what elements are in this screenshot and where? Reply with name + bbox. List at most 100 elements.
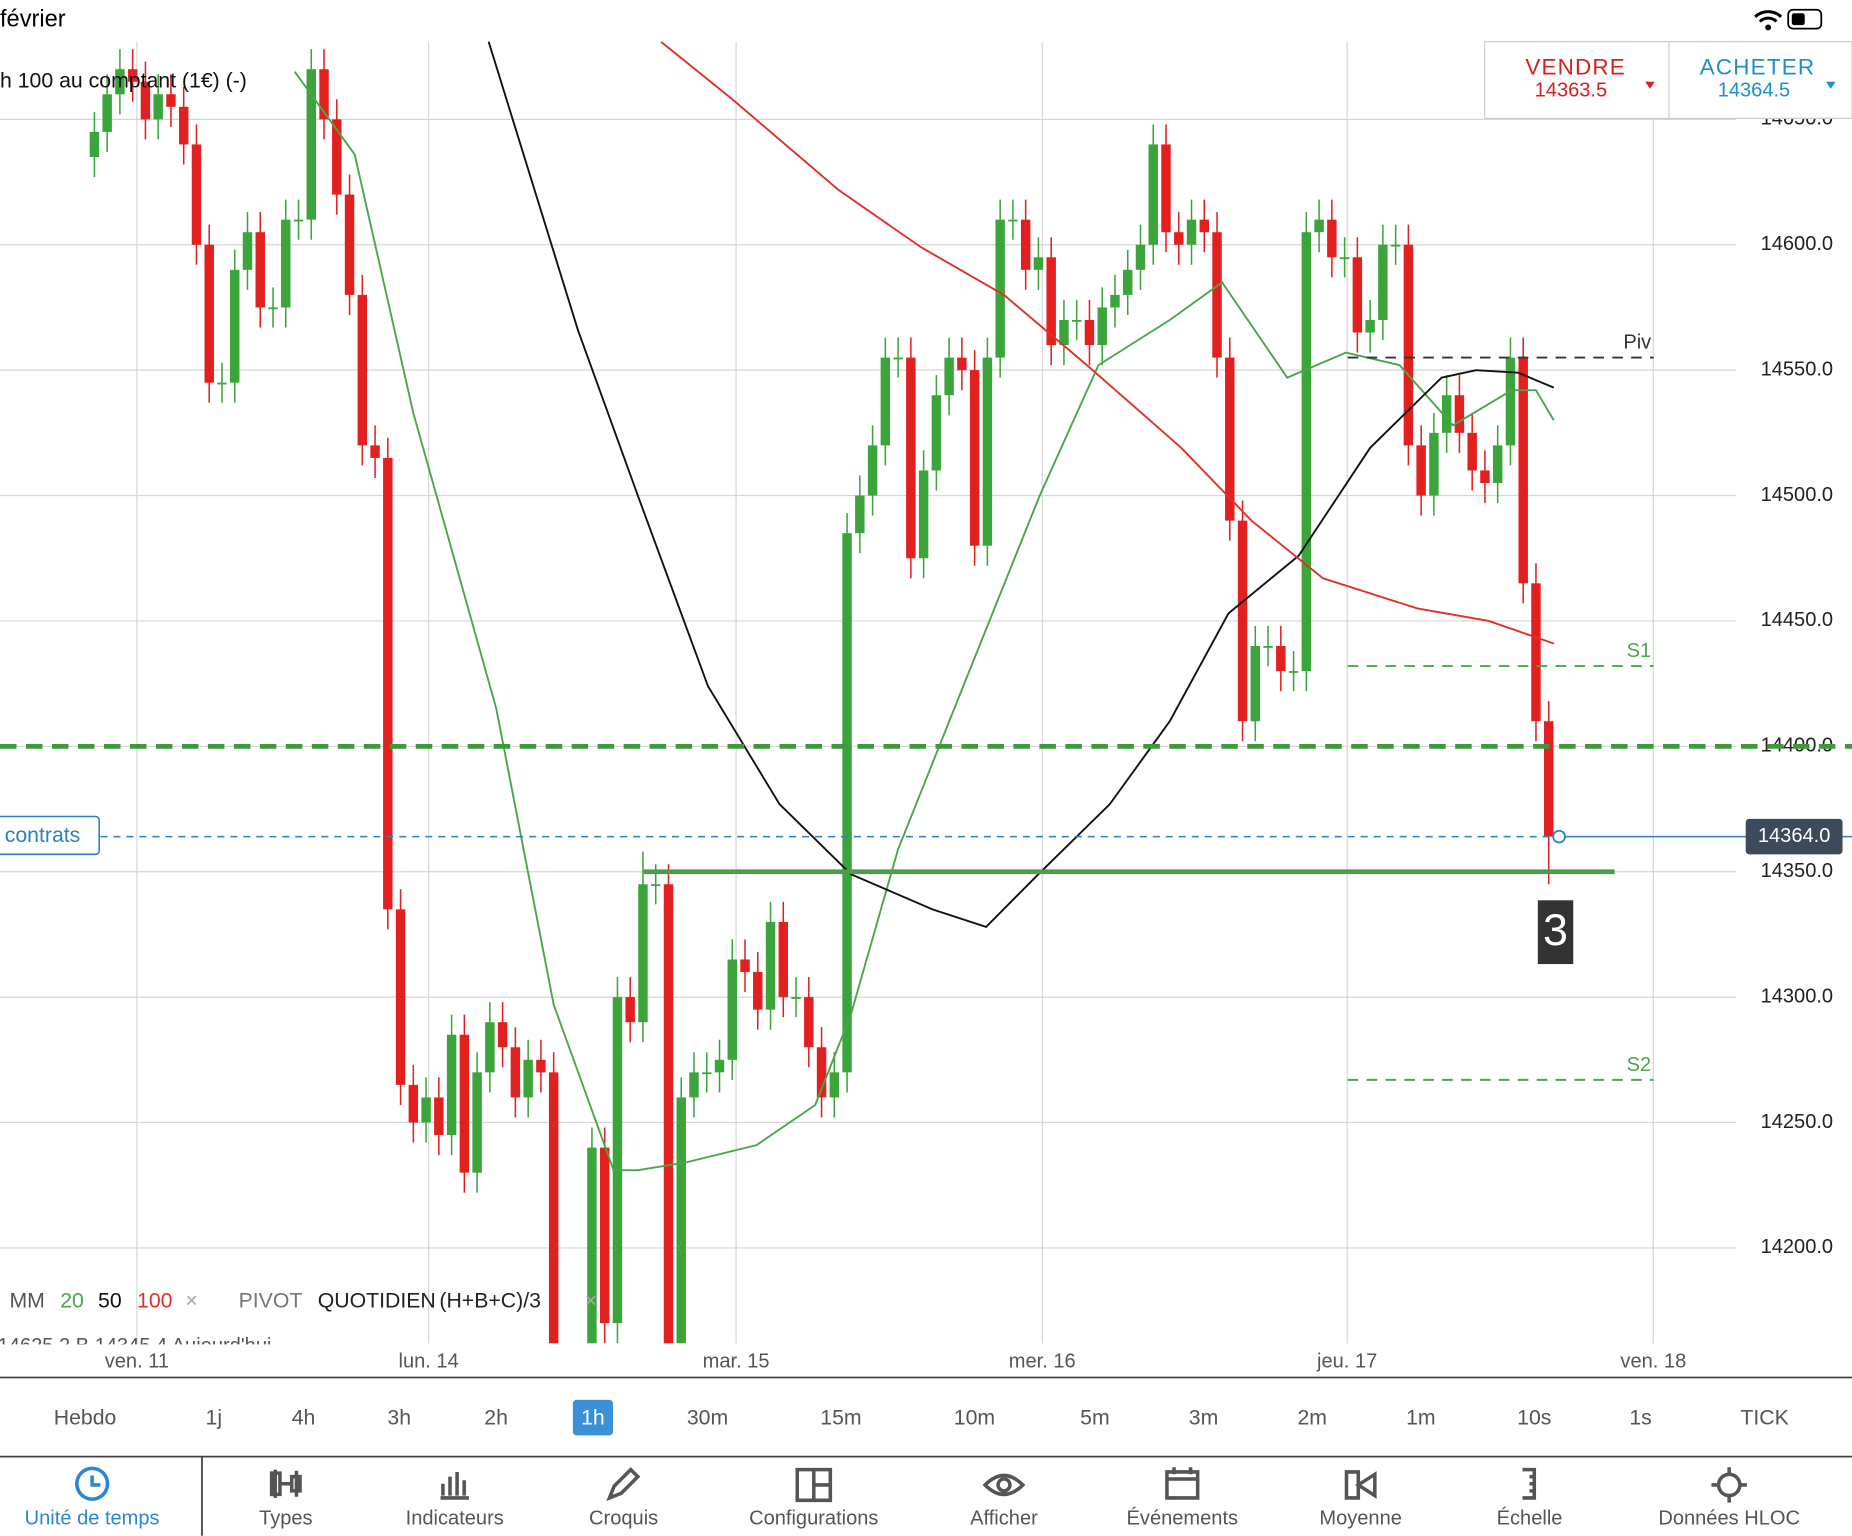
x-tick-label: lun. 14: [399, 1350, 459, 1372]
candle-body: [485, 1022, 495, 1073]
candle-body: [855, 495, 865, 534]
date-axis: [0, 1344, 1852, 1378]
candle-body: [408, 1084, 419, 1123]
plot: [89, 41, 1555, 1344]
candle-body: [740, 959, 750, 973]
toolbar-icon: [1344, 1470, 1377, 1500]
candle-body: [1033, 257, 1044, 270]
candle-body: [230, 269, 240, 383]
candle-body: [1212, 232, 1222, 358]
candle-body: [459, 1034, 470, 1173]
candle-body: [523, 1059, 533, 1098]
pivot-label: S1: [1627, 640, 1652, 662]
y-tick-label: 14550.0: [1761, 358, 1834, 380]
candle-body: [1084, 319, 1095, 346]
candle-body: [383, 457, 393, 910]
candle-body: [1365, 319, 1375, 333]
candle-body: [1378, 244, 1388, 320]
timeframe-option[interactable]: 1h: [581, 1405, 605, 1429]
sell-label[interactable]: VENDRE: [1525, 55, 1626, 80]
pivot-label: S2: [1627, 1054, 1652, 1076]
toolbar-label[interactable]: Indicateurs: [406, 1507, 504, 1529]
candle-body: [727, 959, 737, 1060]
toolbar-label[interactable]: Données HLOC: [1658, 1507, 1800, 1529]
candle-body: [1505, 357, 1516, 446]
candle-body: [1123, 269, 1133, 295]
timeframe-option[interactable]: 3h: [387, 1405, 411, 1429]
timeframe-option[interactable]: 10s: [1517, 1405, 1551, 1429]
candle-body: [344, 194, 355, 295]
legend-item[interactable]: ×: [185, 1288, 197, 1312]
candle-body: [332, 119, 342, 195]
candle-body: [395, 909, 406, 1085]
timeframe-option[interactable]: Hebdo: [54, 1405, 117, 1429]
timeframe-option[interactable]: 15m: [820, 1405, 861, 1429]
x-tick-label: jeu. 17: [1316, 1350, 1377, 1372]
x-tick-label: mer. 16: [1009, 1350, 1076, 1372]
timeframe-option[interactable]: 2h: [484, 1405, 508, 1429]
candle-body: [1390, 244, 1401, 247]
toolbar-label[interactable]: Unité de temps: [25, 1507, 160, 1529]
x-tick-label: ven. 11: [105, 1350, 169, 1372]
candle-body: [281, 219, 291, 308]
toolbar-icon: [982, 1473, 1026, 1497]
candle-body: [1020, 219, 1031, 270]
legend-item[interactable]: ×: [585, 1288, 597, 1312]
timeframe-option[interactable]: 30m: [687, 1405, 728, 1429]
candle-body: [319, 69, 329, 120]
toolbar-label[interactable]: Événements: [1127, 1506, 1239, 1529]
candle-body: [166, 94, 176, 107]
candle-body: [1480, 470, 1490, 483]
candle-body: [1225, 357, 1235, 521]
toolbar-label[interactable]: Types: [259, 1507, 313, 1529]
y-tick-label: 14350.0: [1761, 860, 1834, 882]
candle-body: [217, 382, 227, 385]
timeframe-option[interactable]: 4h: [292, 1405, 316, 1429]
timeframe-option[interactable]: 2m: [1297, 1405, 1327, 1429]
sell-price[interactable]: 14363.5: [1535, 80, 1608, 102]
candle-body: [127, 69, 138, 82]
moving-average: [660, 41, 1555, 645]
candle-body: [204, 244, 214, 383]
toolbar-label[interactable]: Échelle: [1497, 1506, 1563, 1529]
candle-body: [446, 1034, 457, 1136]
candle-body: [931, 395, 942, 471]
candle-body: [548, 1072, 559, 1344]
candle-body: [102, 94, 112, 132]
candle-body: [804, 997, 814, 1048]
buy-price[interactable]: 14364.5: [1718, 80, 1791, 102]
candle-body: [638, 884, 648, 1023]
toolbar-label[interactable]: Configurations: [749, 1507, 878, 1529]
toolbar-label[interactable]: Afficher: [970, 1507, 1038, 1529]
candle-body: [893, 357, 903, 360]
candle-body: [1467, 432, 1477, 471]
timeframe-bar: [0, 1378, 1852, 1457]
candle-body: [612, 997, 623, 1324]
timeframe-option[interactable]: TICK: [1740, 1405, 1788, 1429]
position-box: [0, 815, 100, 856]
candle-body: [1288, 671, 1299, 673]
candle-body: [306, 69, 316, 220]
candle-body: [1135, 244, 1146, 270]
toolbar-label[interactable]: Croquis: [589, 1507, 658, 1529]
timeframe-option[interactable]: 1m: [1406, 1405, 1436, 1429]
timeframe-option[interactable]: 3m: [1189, 1405, 1219, 1429]
candle-body: [1543, 721, 1554, 837]
position-label[interactable]: contrats: [5, 823, 81, 847]
candle-body: [689, 1072, 699, 1098]
candle-body: [191, 144, 202, 245]
timeframe-option[interactable]: 5m: [1080, 1405, 1110, 1429]
candle-body: [650, 884, 661, 887]
candle-body: [702, 1072, 712, 1075]
price-tag-label: 14364.0: [1758, 825, 1831, 847]
legend-item: (H+B+C)/3: [439, 1288, 541, 1312]
timeframe-option[interactable]: 1j: [206, 1405, 223, 1429]
timeframe-option[interactable]: 10m: [954, 1405, 995, 1429]
candle-body: [880, 357, 891, 446]
timeframe-option[interactable]: 1s: [1629, 1405, 1651, 1429]
buy-label[interactable]: ACHETER: [1700, 55, 1815, 80]
candle-body: [1071, 319, 1082, 322]
candle-body: [1008, 219, 1018, 222]
toolbar-label[interactable]: Moyenne: [1319, 1507, 1402, 1529]
